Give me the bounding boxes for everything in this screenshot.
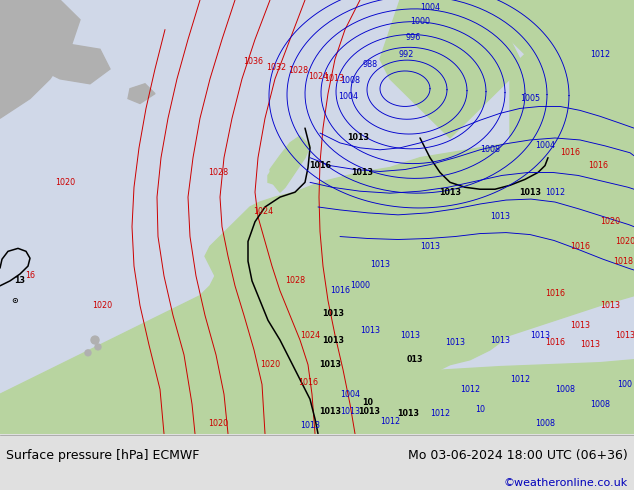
Text: 1020: 1020 — [55, 178, 75, 187]
Text: 1016: 1016 — [309, 161, 331, 170]
Text: 1036: 1036 — [243, 57, 263, 66]
Circle shape — [85, 350, 91, 356]
Text: 1008: 1008 — [535, 419, 555, 428]
Text: 1028: 1028 — [288, 67, 308, 75]
Text: Surface pressure [hPa] ECMWF: Surface pressure [hPa] ECMWF — [6, 448, 200, 462]
Polygon shape — [430, 212, 580, 281]
Text: 1013: 1013 — [490, 212, 510, 221]
Text: 1020: 1020 — [260, 360, 280, 369]
Text: 1012: 1012 — [380, 417, 400, 426]
Text: 1012: 1012 — [590, 49, 610, 59]
Text: 1016: 1016 — [545, 289, 565, 298]
Text: 1024: 1024 — [253, 207, 273, 217]
Text: 1016: 1016 — [570, 242, 590, 251]
Polygon shape — [40, 45, 110, 84]
Text: 1024: 1024 — [308, 73, 328, 81]
Text: 988: 988 — [363, 60, 378, 69]
Text: 1013: 1013 — [445, 339, 465, 347]
Text: 1004: 1004 — [338, 92, 358, 101]
Text: 1013: 1013 — [322, 309, 344, 318]
Text: 10: 10 — [363, 397, 373, 407]
Text: 1013: 1013 — [324, 74, 344, 83]
Text: 1013: 1013 — [530, 331, 550, 340]
Text: 1004: 1004 — [420, 3, 440, 12]
Text: 1016: 1016 — [588, 161, 608, 170]
Text: 1013: 1013 — [300, 421, 320, 430]
Text: 10: 10 — [475, 405, 485, 414]
Text: 1012: 1012 — [510, 375, 530, 384]
Circle shape — [91, 336, 99, 344]
Polygon shape — [0, 128, 634, 434]
Text: 1013: 1013 — [319, 360, 341, 369]
Text: 1008: 1008 — [555, 385, 575, 394]
Text: 1012: 1012 — [430, 410, 450, 418]
Text: 1008: 1008 — [340, 76, 360, 85]
Text: 1013: 1013 — [347, 133, 369, 143]
Polygon shape — [510, 0, 634, 143]
Text: Mo 03-06-2024 18:00 UTC (06+36): Mo 03-06-2024 18:00 UTC (06+36) — [408, 448, 628, 462]
Text: 1012: 1012 — [545, 188, 565, 196]
Text: 1016: 1016 — [330, 286, 350, 295]
Text: 1013: 1013 — [420, 242, 440, 251]
Text: 996: 996 — [405, 33, 420, 42]
Text: ⊙: ⊙ — [11, 296, 18, 305]
Text: 1016: 1016 — [545, 339, 565, 347]
Text: 1000: 1000 — [350, 281, 370, 290]
Text: 1008: 1008 — [480, 146, 500, 154]
Text: 1020: 1020 — [615, 237, 634, 246]
Text: 013: 013 — [407, 355, 424, 364]
Text: 1013: 1013 — [358, 408, 380, 416]
Text: 992: 992 — [398, 49, 414, 59]
Text: 1032: 1032 — [266, 63, 286, 72]
Polygon shape — [0, 360, 634, 434]
Text: 13: 13 — [15, 276, 25, 285]
Text: 1020: 1020 — [600, 217, 620, 226]
Polygon shape — [128, 84, 155, 103]
Polygon shape — [450, 0, 634, 89]
Text: 1004: 1004 — [535, 141, 555, 150]
Polygon shape — [270, 136, 310, 192]
Text: 1016: 1016 — [560, 148, 580, 157]
Text: 1028: 1028 — [285, 276, 305, 285]
Polygon shape — [548, 222, 634, 264]
Text: 1013: 1013 — [322, 336, 344, 344]
Text: 1018: 1018 — [613, 257, 633, 266]
Text: 100: 100 — [618, 380, 633, 389]
Text: 1013: 1013 — [615, 331, 634, 340]
Text: 1028: 1028 — [208, 168, 228, 177]
Text: 1013: 1013 — [600, 301, 620, 310]
Text: 1008: 1008 — [590, 399, 610, 409]
Polygon shape — [0, 0, 80, 118]
Polygon shape — [268, 166, 283, 185]
Text: 1013: 1013 — [351, 168, 373, 177]
Text: 1016: 1016 — [298, 378, 318, 387]
Text: 1013: 1013 — [400, 331, 420, 340]
Text: 1020: 1020 — [208, 419, 228, 428]
Text: 1005: 1005 — [520, 94, 540, 103]
Text: 1013: 1013 — [490, 336, 510, 344]
Text: 1024: 1024 — [300, 331, 320, 340]
Text: 1013: 1013 — [439, 188, 461, 196]
Text: 1013: 1013 — [580, 341, 600, 349]
Text: 1013: 1013 — [340, 408, 360, 416]
Text: 1004: 1004 — [340, 390, 360, 399]
Text: 1013: 1013 — [370, 260, 390, 269]
Text: 1013: 1013 — [570, 321, 590, 330]
Polygon shape — [380, 0, 520, 138]
Text: 1000: 1000 — [410, 17, 430, 26]
Text: 1012: 1012 — [460, 385, 480, 394]
Text: ©weatheronline.co.uk: ©weatheronline.co.uk — [503, 478, 628, 488]
Text: 16: 16 — [25, 271, 35, 280]
Text: 1013: 1013 — [397, 410, 419, 418]
Circle shape — [95, 344, 101, 350]
Text: 1013: 1013 — [360, 326, 380, 335]
Text: 1013: 1013 — [519, 188, 541, 196]
Text: 1013: 1013 — [319, 408, 341, 416]
Text: 1020: 1020 — [92, 301, 112, 310]
